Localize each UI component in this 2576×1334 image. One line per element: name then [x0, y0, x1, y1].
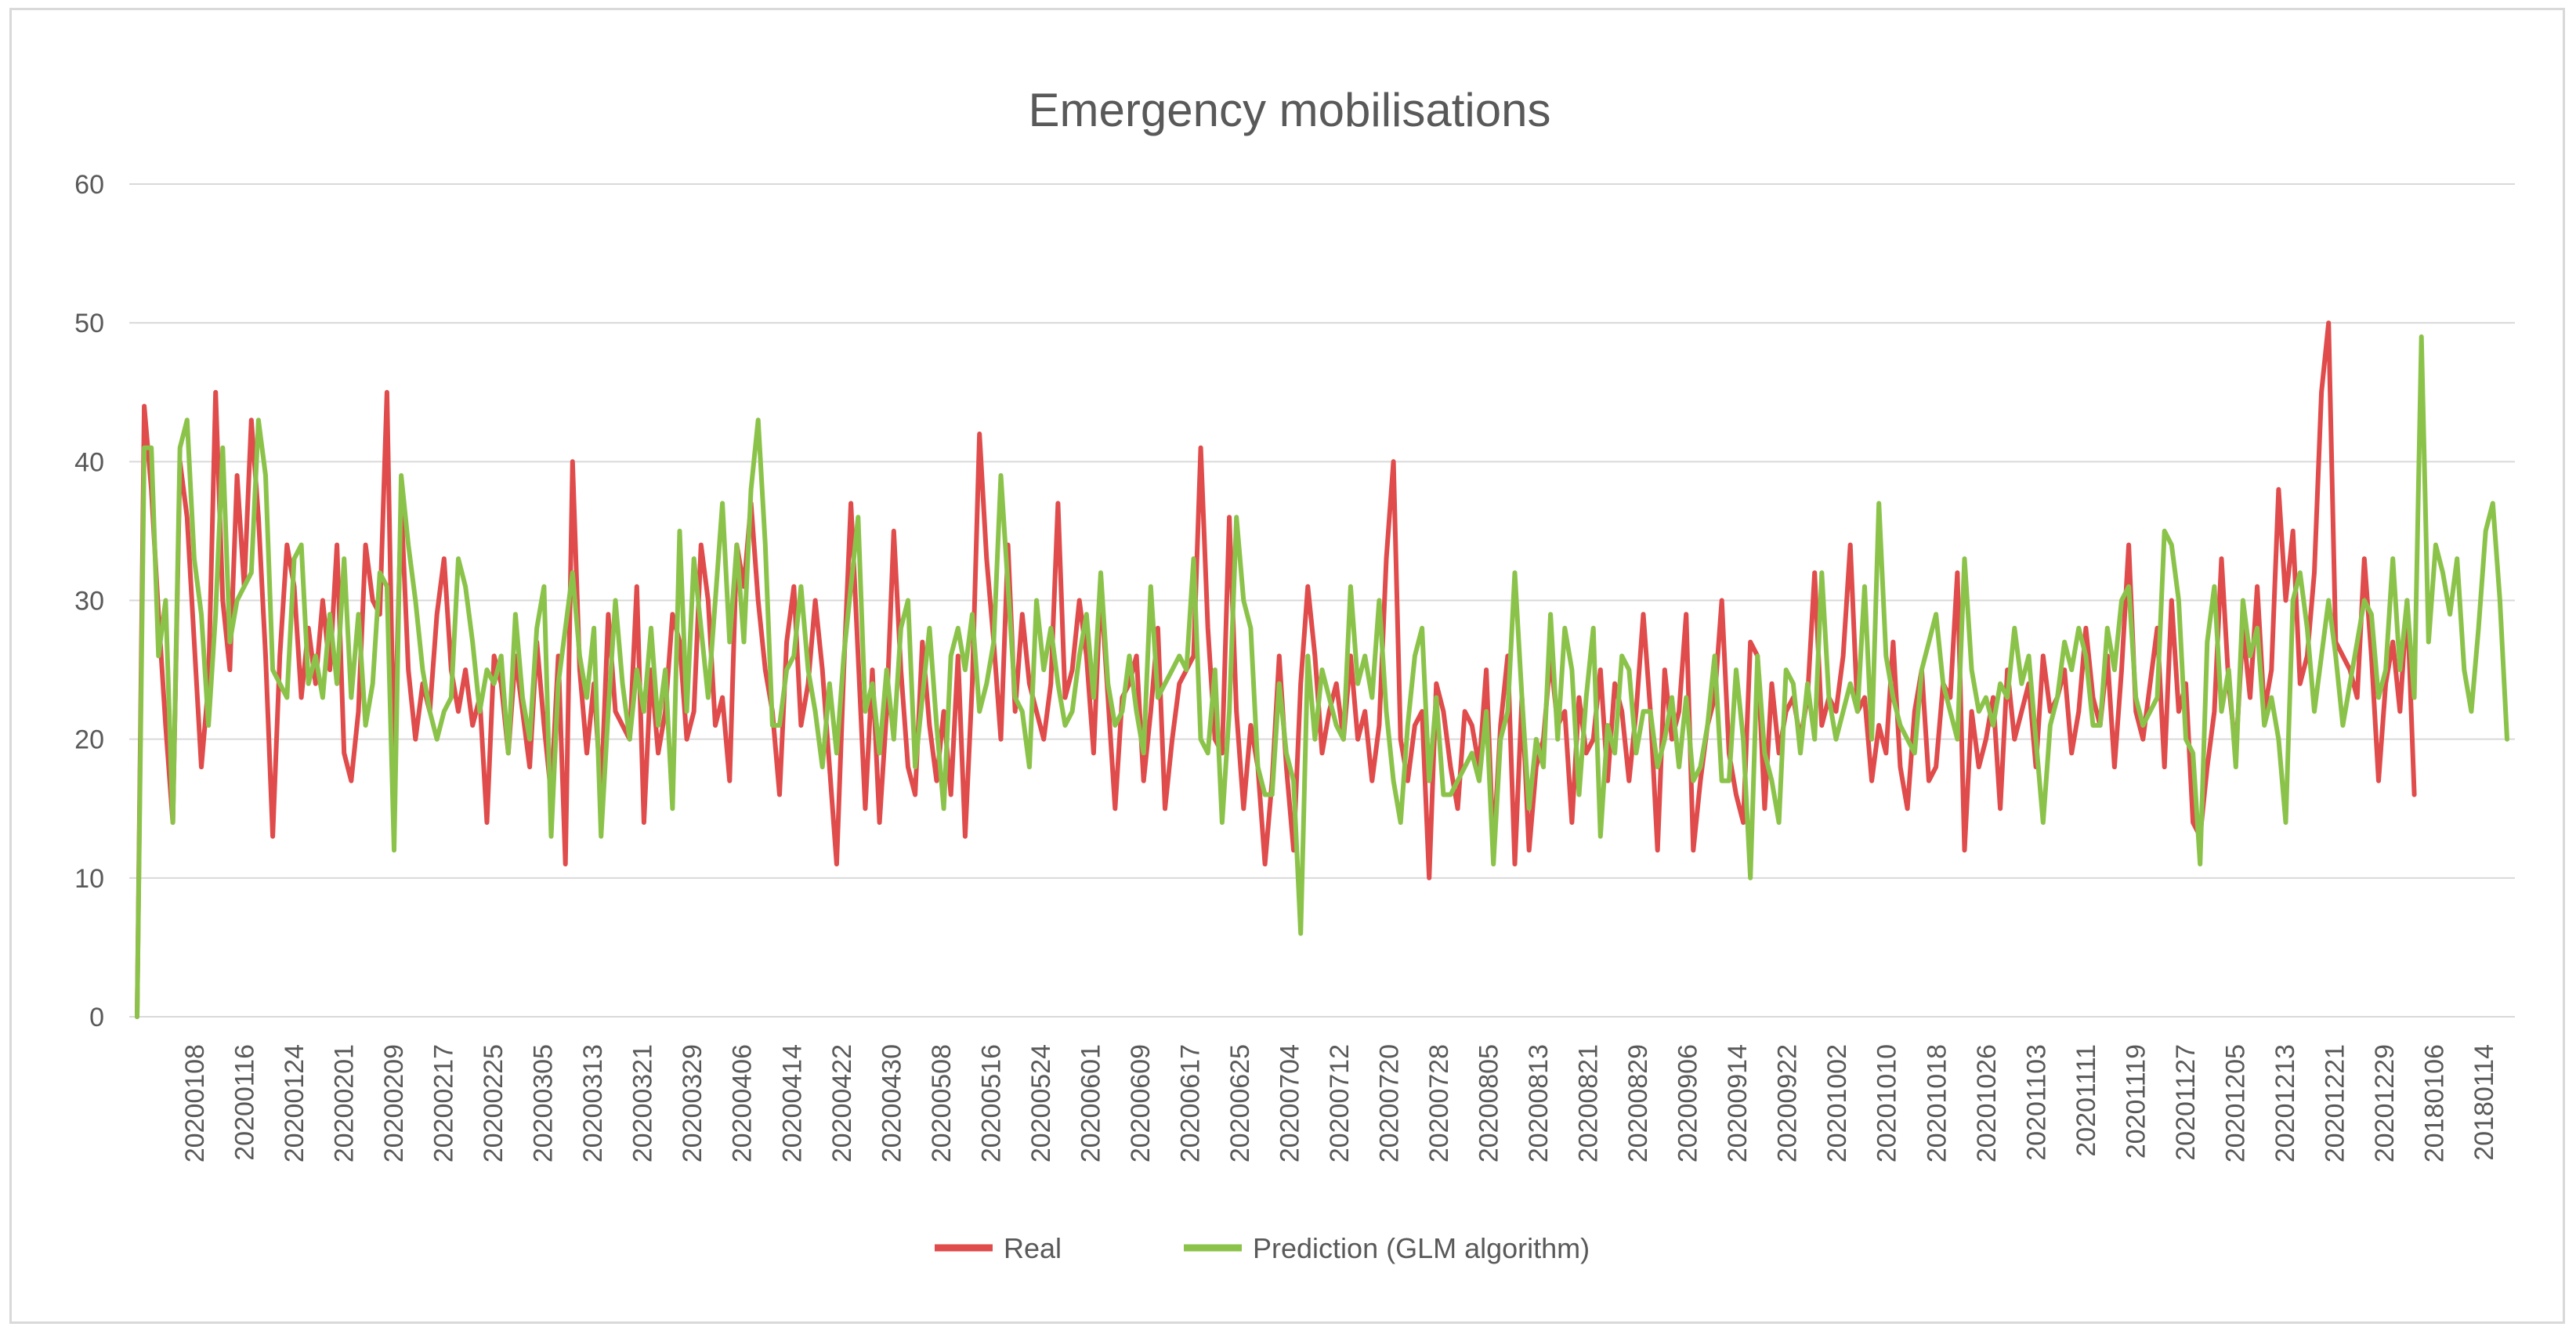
x-tick-label: 20201127 [2171, 1044, 2201, 1161]
x-tick-label: 20200217 [429, 1044, 459, 1162]
x-tick-label: 20201111 [2071, 1044, 2101, 1157]
gridlines [129, 183, 2515, 1018]
x-tick-label: 20200313 [578, 1044, 608, 1162]
x-tick-label: 20201213 [2270, 1044, 2300, 1162]
x-tick-label: 20200914 [1723, 1044, 1753, 1162]
y-tick-label: 20 [74, 725, 104, 755]
x-tick-label: 20200406 [728, 1044, 758, 1162]
x-tick-label: 20200813 [1524, 1044, 1554, 1162]
x-tick-label: 20200116 [230, 1044, 260, 1161]
chart-title: Emergency mobilisations [1029, 84, 1551, 136]
x-tick-label: 20200821 [1574, 1044, 1604, 1162]
x-tick-label: 20180106 [2419, 1044, 2449, 1162]
x-tick-label: 20201026 [1972, 1044, 2002, 1162]
x-tick-label: 20200728 [1424, 1044, 1454, 1162]
x-tick-label: 20200329 [678, 1044, 707, 1162]
x-tick-label: 20200906 [1673, 1044, 1703, 1162]
x-tick-label: 20200524 [1026, 1044, 1056, 1162]
x-tick-label: 20201205 [2220, 1044, 2250, 1162]
x-tick-label: 20201119 [2121, 1044, 2151, 1159]
legend-label-prediction: Prediction (GLM algorithm) [1253, 1232, 1590, 1264]
x-tick-label: 20201002 [1822, 1044, 1852, 1162]
y-tick-label: 50 [74, 309, 104, 338]
legend-label-real: Real [1004, 1232, 1062, 1264]
x-tick-label: 20200625 [1225, 1044, 1255, 1162]
x-tick-label: 20201229 [2370, 1044, 2400, 1162]
x-tick-label: 20200108 [180, 1044, 210, 1162]
x-tick-label: 20200617 [1175, 1044, 1205, 1162]
y-tick-label: 40 [74, 447, 104, 477]
x-tick-label: 20200922 [1773, 1044, 1803, 1162]
x-tick-label: 20200829 [1623, 1044, 1653, 1162]
x-tick-label: 20200201 [330, 1044, 360, 1162]
y-tick-label: 60 [74, 170, 104, 200]
x-tick-label: 20200601 [1076, 1044, 1105, 1162]
x-tick-label: 20180114 [2469, 1044, 2499, 1161]
x-tick-label: 20200508 [927, 1044, 957, 1162]
y-tick-label: 10 [74, 864, 104, 894]
x-tick-label: 20200805 [1474, 1044, 1504, 1162]
x-tick-label: 20200305 [529, 1044, 559, 1162]
x-tick-label: 20201010 [1872, 1044, 1902, 1162]
x-tick-label: 20200321 [628, 1044, 658, 1162]
x-tick-label: 20201221 [2320, 1044, 2350, 1162]
x-tick-label: 20200704 [1275, 1044, 1304, 1162]
x-axis-ticks: 20200108 20200116 20200124 20200201 20200209… [180, 1044, 2499, 1162]
x-tick-label: 20200720 [1375, 1044, 1405, 1162]
chart-svg: Emergency mobilisations 0 10 20 30 40 50 60 20… [74, 84, 2515, 1264]
legend: Real Prediction (GLM algorithm) [935, 1232, 1590, 1264]
y-tick-label: 30 [74, 587, 104, 616]
x-tick-label: 20200430 [877, 1044, 906, 1162]
y-tick-label: 0 [89, 1003, 104, 1032]
x-tick-label: 20200124 [280, 1044, 309, 1162]
x-tick-label: 20201103 [2021, 1044, 2051, 1161]
chart-area: Emergency mobilisations 0 10 20 30 40 50 60 20… [9, 8, 2565, 1324]
x-tick-label: 20200422 [827, 1044, 857, 1162]
x-tick-label: 20200609 [1126, 1044, 1156, 1162]
x-tick-label: 20200516 [976, 1044, 1006, 1162]
series-line-prediction [135, 334, 2509, 1019]
x-tick-label: 20200712 [1325, 1044, 1355, 1162]
x-tick-label: 20200209 [379, 1044, 409, 1162]
x-tick-label: 20200414 [777, 1044, 807, 1162]
x-tick-label: 20200225 [479, 1044, 508, 1162]
x-tick-label: 20201018 [1922, 1044, 1952, 1162]
series-lines [135, 320, 2509, 1019]
y-axis-ticks: 0 10 20 30 40 50 60 [74, 170, 104, 1032]
